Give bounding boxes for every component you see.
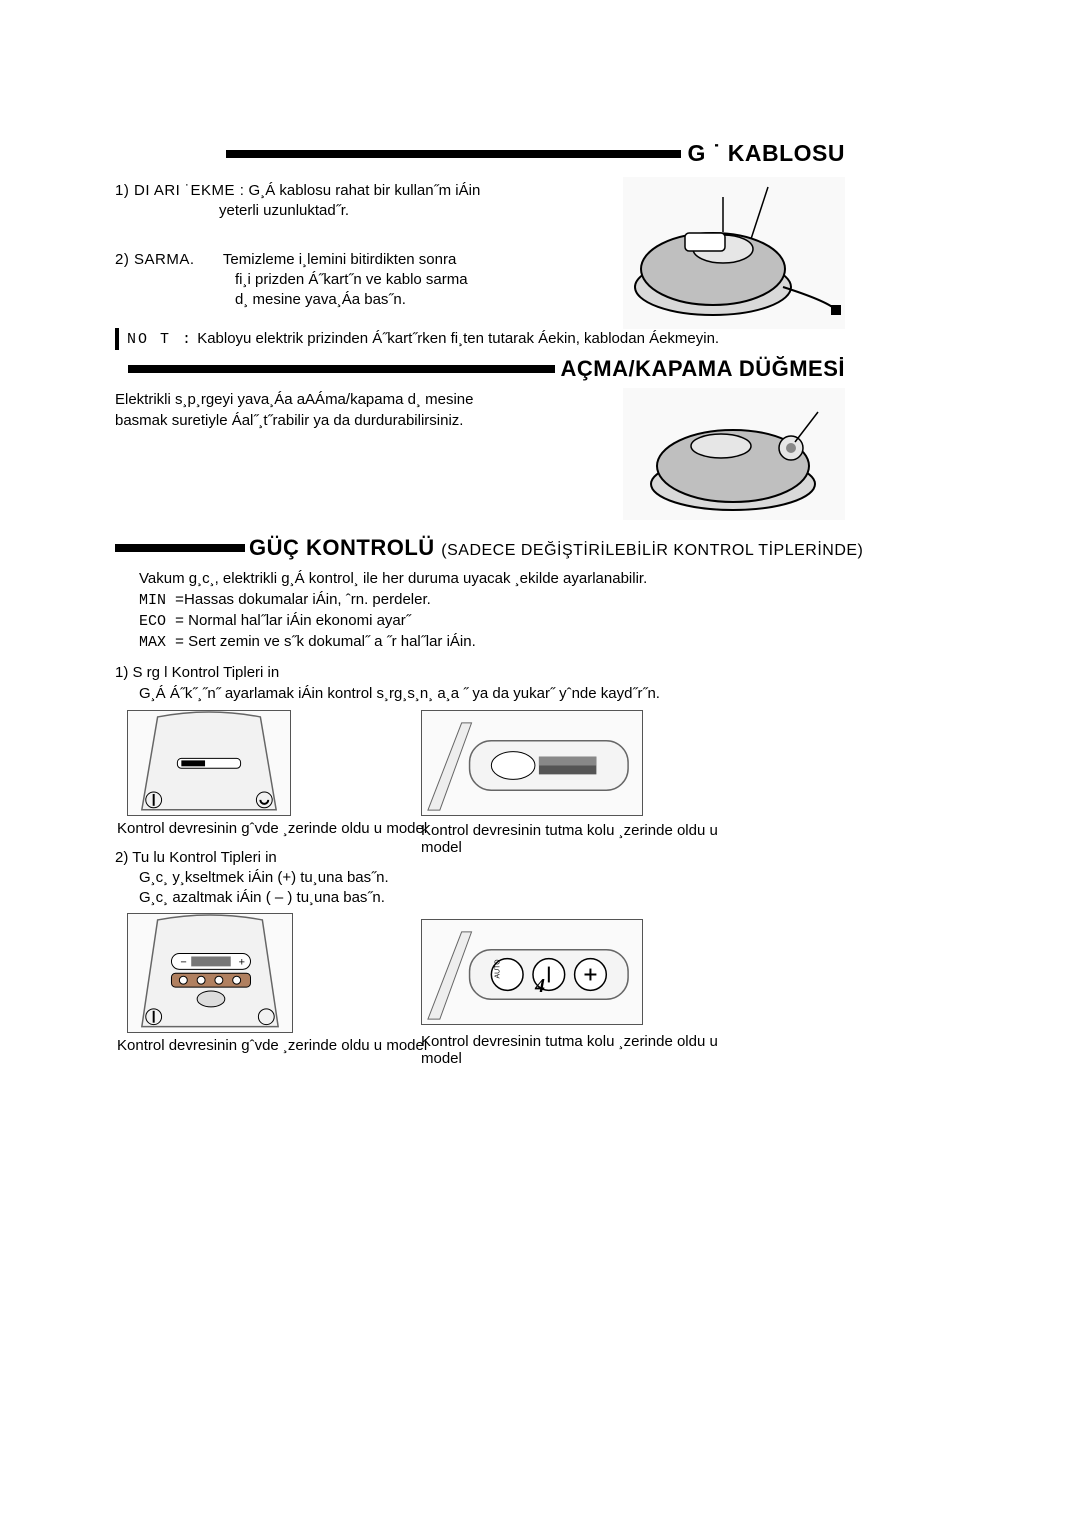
section1-heading: G ˙ KABLOSU xyxy=(115,140,845,167)
illustration-on-off xyxy=(623,388,845,520)
section3-title: GÜÇ KONTROLÜ (SADECE DEĞİŞTİRİLEBİLİR KO… xyxy=(249,535,863,561)
section2-title: AÇMA/KAPAMA DÜĞMESİ xyxy=(561,356,846,382)
thumb-handle-buttons: AUTO xyxy=(421,919,643,1025)
sec1-item1-label: 1) DI ARI ˙EKME : xyxy=(115,182,244,199)
handle-buttons-svg: AUTO xyxy=(422,920,642,1025)
sec1-item1-text: G¸Á kablosu rahat bir kullan˝m iÁin xyxy=(249,182,481,199)
sec3-intro: Vakum g¸c¸, elektrikli g¸Á kontrol¸ ile … xyxy=(115,569,965,589)
heading-bar-2 xyxy=(128,365,555,373)
heading-bar-1 xyxy=(226,150,681,158)
vacuum-cable-svg xyxy=(623,177,845,329)
heading-bar-3 xyxy=(115,544,245,552)
thumb-handle-slider xyxy=(421,710,643,816)
caption-body-1: Kontrol devresinin gˆvde ¸zerinde oldu u… xyxy=(117,820,437,837)
svg-text:−: − xyxy=(180,956,186,968)
note-text: Kabloyu elektrik prizinden Á˝kart˝rken f… xyxy=(197,330,719,347)
illustration-power-cable xyxy=(623,177,845,329)
note-label: NO T : xyxy=(127,331,193,348)
caption-handle-1: Kontrol devresinin tutma kolu ¸zerinde o… xyxy=(421,822,761,856)
sec1-item2-label: 2) SARMA. xyxy=(115,250,219,270)
sec3-sub2-text2: G¸c¸ azaltmak iÁin ( – ) tu¸una bas˝n. xyxy=(115,888,965,908)
sec3-sub1-text: G¸Á Á˝k˝¸˝n˝ ayarlamak iÁin kontrol s¸rg… xyxy=(115,684,965,704)
sec3-eco: ECO = Normal hal˝lar iÁin ekonomi ayar˝ xyxy=(115,611,965,632)
sec3-max: MAX = Sert zemin ve s˝k dokumal˝ a ˝r ha… xyxy=(115,632,965,653)
manual-page: G ˙ KABLOSU 1) DI ARI ˙EKME : G¸Á kablos… xyxy=(0,0,1080,1061)
body-slider-svg xyxy=(128,711,290,816)
section2-heading: AÇMA/KAPAMA DÜĞMESİ xyxy=(115,356,845,382)
caption-body-2: Kontrol devresinin gˆvde ¸zerinde oldu u… xyxy=(117,1037,437,1054)
svg-text:+: + xyxy=(239,956,245,968)
page-number: 4 xyxy=(0,975,1080,998)
section3-subtitle: (SADECE DEĞİŞTİRİLEBİLİR KONTROL TİPLERİ… xyxy=(441,542,863,559)
thumb-body-buttons: − + xyxy=(127,913,293,1033)
body-buttons-svg: − + xyxy=(128,914,292,1033)
sec3-min: MIN =Hassas dokumalar iÁin, ˆrn. perdele… xyxy=(115,590,965,611)
thumb-body-slider xyxy=(127,710,291,816)
section3-heading: GÜÇ KONTROLÜ (SADECE DEĞİŞTİRİLEBİLİR KO… xyxy=(115,535,965,561)
handle-slider-svg xyxy=(422,711,642,816)
section1-title: G ˙ KABLOSU xyxy=(687,140,845,167)
sec3-sub2-text1: G¸c¸ y¸kseltmek iÁin (+) tu¸una bas˝n. xyxy=(115,868,965,888)
sec3-sub1-head: 1) S rg l Kontrol Tipleri in xyxy=(115,663,965,683)
note-strip-1: NO T : Kabloyu elektrik prizinden Á˝kart… xyxy=(115,328,965,350)
vacuum-onoff-svg xyxy=(623,388,845,520)
caption-handle-2: Kontrol devresinin tutma kolu ¸zerinde o… xyxy=(421,1033,761,1067)
